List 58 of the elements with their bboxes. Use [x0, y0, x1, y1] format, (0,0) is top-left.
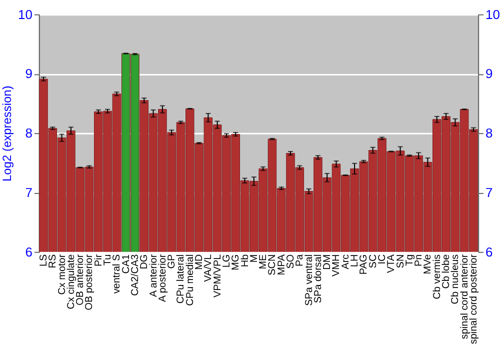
y2-tick-label: 8 [486, 126, 493, 141]
x-tick-label: LH [350, 254, 361, 268]
x-tick-label: MG [230, 254, 242, 270]
x-tick-label: Cb nucleus [450, 254, 462, 304]
x-tick-label: SC [368, 254, 379, 268]
x-tick-label: VA/VL [203, 254, 214, 282]
y2-tick-label: 10 [486, 6, 500, 22]
x-tick-label: MPA [276, 254, 288, 276]
x-tick-label: LS [38, 254, 50, 267]
x-tick-label: CA2/CA3 [130, 254, 141, 296]
x-tick-label: Cx cingulate [66, 254, 77, 310]
x-tick-label: GP [166, 254, 178, 269]
x-tick-label: Arc [340, 254, 352, 270]
y-tick-label: 7 [25, 184, 32, 200]
x-tick-label: CPu lateral [176, 254, 187, 304]
x-tick-label: Pir [93, 254, 104, 267]
x-tick-label: Pa [294, 254, 306, 267]
y-tick-label: 10 [18, 6, 32, 22]
y-axis-title: Log2 (expression) [0, 86, 14, 182]
x-tick-label: VMH [331, 254, 342, 276]
x-tick-label: M [248, 254, 260, 263]
x-tick-label: CPu medial [184, 254, 196, 306]
x-tick-label: SN [395, 254, 406, 268]
x-tick-label: IC [376, 254, 388, 264]
x-tick-label: ME [258, 254, 270, 270]
x-tick-label: MVe [422, 254, 434, 274]
x-tick-label: SPa ventral [304, 254, 315, 306]
x-tick-label: DM [322, 254, 334, 270]
x-tick-label: A posterior [157, 254, 168, 302]
x-tick-label: LG [221, 254, 232, 268]
x-tick-label: ventral S [112, 254, 123, 294]
y-tick-label: 6 [25, 244, 32, 260]
x-tick-label: RS [48, 254, 59, 268]
x-tick-label: DG [139, 254, 150, 270]
x-tick-label: Tu [102, 254, 114, 266]
x-tick-label: Hb [240, 254, 251, 268]
x-tick-label: SO [285, 254, 296, 269]
x-tick-label: Pn [414, 254, 425, 267]
x-tick-label: A anterior [148, 254, 160, 298]
x-tick-label: SCN [267, 254, 278, 276]
x-tick-label: Tg [404, 254, 416, 266]
x-tick-label: spinal cord anterior [459, 254, 470, 340]
x-tick-label: OB posterior [84, 254, 96, 310]
x-tick-label: VTA [386, 254, 398, 273]
x-tick-label: Cb lobe [441, 254, 452, 289]
x-tick-label: Cb vermis [432, 254, 443, 300]
x-tick-label: VPM/VPL [212, 254, 224, 298]
y2-tick-label: 6 [486, 244, 493, 260]
y2-tick-label: 9 [486, 66, 493, 82]
x-tick-label: Cx motor [56, 254, 68, 295]
x-tick-label: CA1 [120, 254, 132, 274]
y2-tick-label: 7 [486, 184, 493, 200]
x-tick-label: OB anterior [75, 254, 86, 306]
x-tick-label: SPa dorsal [312, 254, 324, 304]
y-tick-label: 8 [25, 126, 32, 141]
x-tick-label: PAG [358, 254, 370, 275]
x-tick-label: spinal cord posterior [468, 254, 480, 344]
y-tick-label: 9 [25, 66, 32, 82]
